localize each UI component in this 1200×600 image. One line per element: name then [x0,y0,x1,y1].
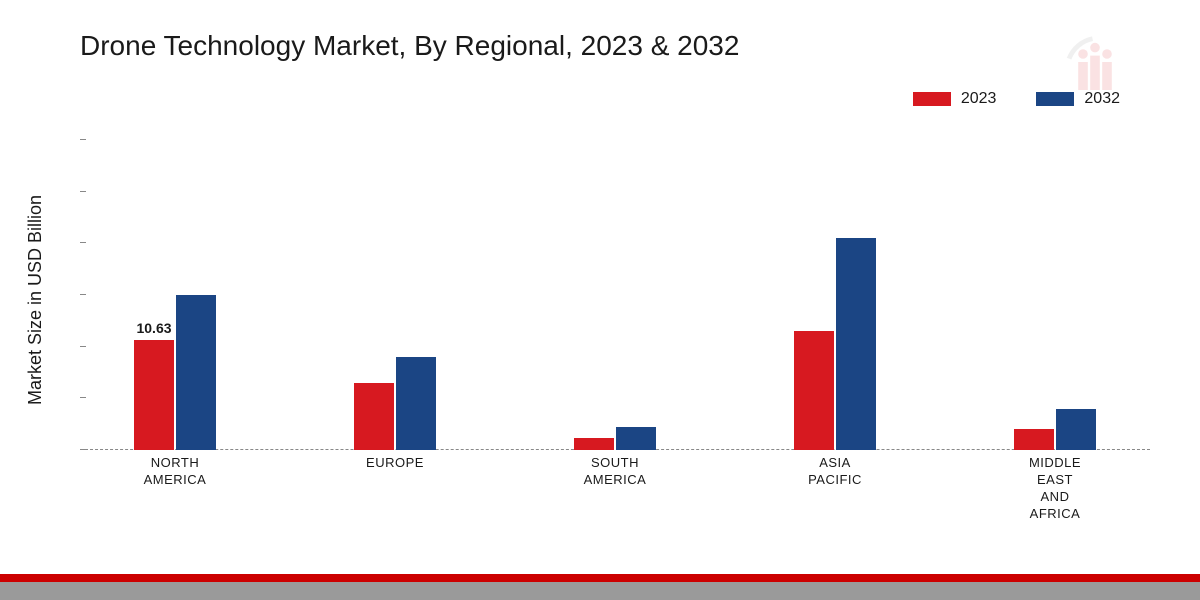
bar-value-label: 10.63 [136,320,171,336]
y-tick [80,449,86,450]
legend-item-2023: 2023 [913,90,997,108]
bar-group [330,357,460,450]
x-axis-label: EUROPE [330,455,460,472]
x-axis-label: MIDDLEEASTANDAFRICA [990,455,1120,523]
legend-swatch-2032 [1036,92,1074,106]
legend-swatch-2023 [913,92,951,106]
bar [616,427,656,450]
bar [354,383,394,450]
bar [176,295,216,450]
bar [574,438,614,450]
legend-label-2023: 2023 [961,90,997,108]
bar-group: 10.63 [110,295,240,450]
x-axis-labels: NORTHAMERICA EUROPE SOUTHAMERICA ASIAPACIFI… [80,455,1150,535]
footer-bar [0,574,1200,600]
legend: 2023 2032 [913,90,1120,108]
bar-group [550,427,680,450]
bar: 10.63 [134,340,174,450]
chart-area: 10.63 [80,140,1150,450]
bar [1014,429,1054,450]
bar [836,238,876,450]
bar-group [990,409,1120,450]
legend-item-2032: 2032 [1036,90,1120,108]
x-axis-label: ASIAPACIFIC [770,455,900,489]
y-tick [80,346,86,347]
bar [794,331,834,450]
x-axis-label: SOUTHAMERICA [550,455,680,489]
bar [396,357,436,450]
footer-grey-stripe [0,582,1200,600]
y-tick [80,397,86,398]
y-tick [80,139,86,140]
y-tick [80,294,86,295]
y-tick [80,242,86,243]
bar [1056,409,1096,450]
legend-label-2032: 2032 [1084,90,1120,108]
bar-group [770,238,900,450]
y-axis-label: Market Size in USD Billion [25,195,46,405]
y-tick [80,191,86,192]
x-axis-label: NORTHAMERICA [110,455,240,489]
chart-title: Drone Technology Market, By Regional, 20… [80,30,739,62]
footer-red-stripe [0,574,1200,582]
